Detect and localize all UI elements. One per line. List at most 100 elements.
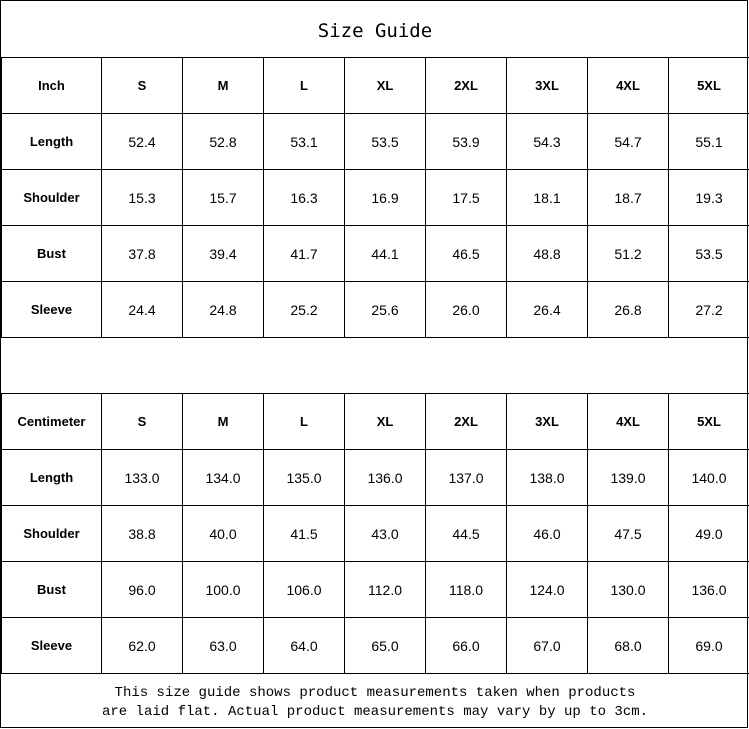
value-cell: 54.3 <box>506 113 588 170</box>
value-cell: 18.7 <box>587 169 669 226</box>
value-cell: 52.8 <box>182 113 264 170</box>
spacer-row <box>1 337 749 394</box>
value-cell: 53.5 <box>668 225 749 282</box>
size-header: 3XL <box>506 57 588 114</box>
value-cell: 65.0 <box>344 617 426 674</box>
value-cell: 67.0 <box>506 617 588 674</box>
value-cell: 38.8 <box>101 505 183 562</box>
table-row: Sleeve 62.0 63.0 64.0 65.0 66.0 67.0 68.0 69.0 <box>1 617 749 674</box>
note-line-2: are laid flat. Actual product measuremen… <box>101 704 649 720</box>
value-cell: 39.4 <box>182 225 264 282</box>
row-label: Sleeve <box>1 281 102 338</box>
row-label: Bust <box>1 561 102 618</box>
value-cell: 26.8 <box>587 281 669 338</box>
table-row: Shoulder 15.3 15.7 16.3 16.9 17.5 18.1 18.7 19.3 <box>1 169 749 226</box>
value-cell: 24.4 <box>101 281 183 338</box>
size-header: L <box>263 393 345 450</box>
value-cell: 18.1 <box>506 169 588 226</box>
value-cell: 133.0 <box>101 449 183 506</box>
value-cell: 62.0 <box>101 617 183 674</box>
inch-header-row: Inch S M L XL 2XL 3XL 4XL 5XL <box>1 57 749 114</box>
size-header: 3XL <box>506 393 588 450</box>
value-cell: 47.5 <box>587 505 669 562</box>
value-cell: 53.9 <box>425 113 507 170</box>
value-cell: 68.0 <box>587 617 669 674</box>
size-header: 4XL <box>587 393 669 450</box>
value-cell: 64.0 <box>263 617 345 674</box>
note-line-1: This size guide shows product measuremen… <box>114 685 636 701</box>
value-cell: 27.2 <box>668 281 749 338</box>
table-row: Bust 37.8 39.4 41.7 44.1 46.5 48.8 51.2 53.5 <box>1 225 749 282</box>
value-cell: 69.0 <box>668 617 749 674</box>
value-cell: 54.7 <box>587 113 669 170</box>
value-cell: 41.5 <box>263 505 345 562</box>
size-header: 5XL <box>668 57 749 114</box>
row-label: Bust <box>1 225 102 282</box>
value-cell: 124.0 <box>506 561 588 618</box>
size-header: L <box>263 57 345 114</box>
size-header: 2XL <box>425 57 507 114</box>
value-cell: 41.7 <box>263 225 345 282</box>
value-cell: 137.0 <box>425 449 507 506</box>
value-cell: 49.0 <box>668 505 749 562</box>
value-cell: 51.2 <box>587 225 669 282</box>
value-cell: 43.0 <box>344 505 426 562</box>
table-row: Sleeve 24.4 24.8 25.2 25.6 26.0 26.4 26.8 27.2 <box>1 281 749 338</box>
row-label: Shoulder <box>1 169 102 226</box>
value-cell: 138.0 <box>506 449 588 506</box>
value-cell: 118.0 <box>425 561 507 618</box>
value-cell: 136.0 <box>344 449 426 506</box>
value-cell: 25.2 <box>263 281 345 338</box>
value-cell: 52.4 <box>101 113 183 170</box>
table-row: Bust 96.0 100.0 106.0 112.0 118.0 124.0 130.0 13… <box>1 561 749 618</box>
value-cell: 44.1 <box>344 225 426 282</box>
value-cell: 139.0 <box>587 449 669 506</box>
value-cell: 19.3 <box>668 169 749 226</box>
value-cell: 134.0 <box>182 449 264 506</box>
value-cell: 140.0 <box>668 449 749 506</box>
size-header: 4XL <box>587 57 669 114</box>
page-title: Size Guide <box>317 20 433 42</box>
spacer-cell <box>1 337 749 394</box>
size-header: S <box>101 57 183 114</box>
table-row: Length 52.4 52.8 53.1 53.5 53.9 54.3 54.7 55.1 <box>1 113 749 170</box>
value-cell: 63.0 <box>182 617 264 674</box>
value-cell: 26.4 <box>506 281 588 338</box>
measurement-note: This size guide shows product measuremen… <box>1 673 749 729</box>
value-cell: 53.5 <box>344 113 426 170</box>
size-header: 2XL <box>425 393 507 450</box>
value-cell: 15.7 <box>182 169 264 226</box>
size-header: XL <box>344 393 426 450</box>
size-header: M <box>182 57 264 114</box>
unit-label: Inch <box>1 57 102 114</box>
value-cell: 53.1 <box>263 113 345 170</box>
row-label: Length <box>1 113 102 170</box>
table-row: Length 133.0 134.0 135.0 136.0 137.0 138.0 139.… <box>1 449 749 506</box>
value-cell: 66.0 <box>425 617 507 674</box>
row-label: Sleeve <box>1 617 102 674</box>
size-table: Inch S M L XL 2XL 3XL 4XL 5XL Length 52.4 52.8 53.1 5… <box>1 57 749 674</box>
value-cell: 46.5 <box>425 225 507 282</box>
value-cell: 15.3 <box>101 169 183 226</box>
value-cell: 112.0 <box>344 561 426 618</box>
value-cell: 135.0 <box>263 449 345 506</box>
value-cell: 40.0 <box>182 505 264 562</box>
value-cell: 96.0 <box>101 561 183 618</box>
row-label: Length <box>1 449 102 506</box>
size-header: XL <box>344 57 426 114</box>
value-cell: 44.5 <box>425 505 507 562</box>
value-cell: 55.1 <box>668 113 749 170</box>
size-header: M <box>182 393 264 450</box>
value-cell: 130.0 <box>587 561 669 618</box>
value-cell: 106.0 <box>263 561 345 618</box>
value-cell: 37.8 <box>101 225 183 282</box>
value-cell: 16.9 <box>344 169 426 226</box>
value-cell: 25.6 <box>344 281 426 338</box>
table-row: Shoulder 38.8 40.0 41.5 43.0 44.5 46.0 47.5 49.0 <box>1 505 749 562</box>
value-cell: 48.8 <box>506 225 588 282</box>
value-cell: 24.8 <box>182 281 264 338</box>
value-cell: 100.0 <box>182 561 264 618</box>
value-cell: 136.0 <box>668 561 749 618</box>
size-header: S <box>101 393 183 450</box>
